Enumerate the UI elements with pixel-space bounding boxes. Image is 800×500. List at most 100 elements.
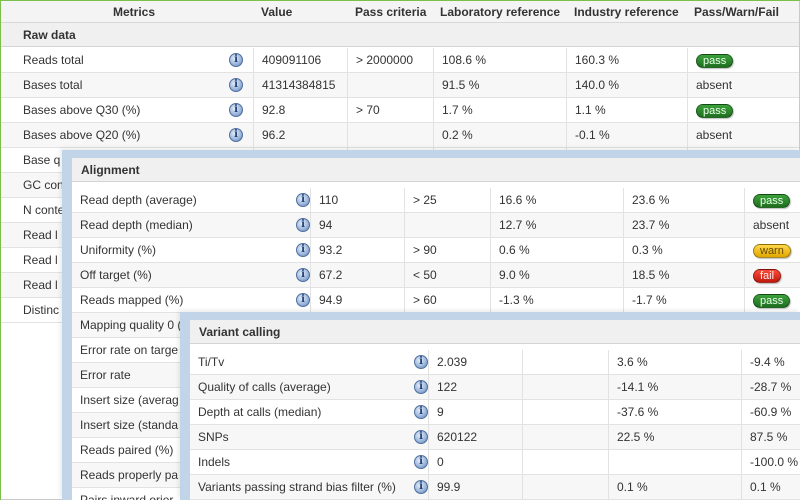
- metric-label: Insert size (averag: [80, 393, 179, 407]
- status-cell: absent: [687, 123, 799, 148]
- laboratory-reference: -14.1 %: [608, 375, 741, 400]
- column-pass-criteria[interactable]: Pass criteria: [355, 5, 427, 19]
- pass-criteria: [522, 375, 608, 400]
- laboratory-reference: 16.6 %: [490, 188, 623, 213]
- info-icon[interactable]: i: [296, 268, 310, 282]
- status-text: absent: [696, 128, 733, 142]
- metric-value: 99.9: [428, 475, 522, 500]
- info-icon[interactable]: i: [414, 480, 428, 494]
- industry-reference: -1.7 %: [623, 288, 744, 313]
- laboratory-reference: 1.7 %: [433, 98, 566, 123]
- metric-label: Depth at calls (median): [198, 405, 322, 419]
- info-icon[interactable]: i: [229, 128, 243, 142]
- info-icon[interactable]: i: [296, 293, 310, 307]
- pass-criteria: > 90: [404, 238, 490, 263]
- metric-label: Bases above Q30 (%): [23, 103, 141, 117]
- table-row: Quality of calls (average) i 122 -14.1 % -28…: [190, 375, 800, 400]
- laboratory-reference: -37.6 %: [608, 400, 741, 425]
- metric-label: Bases above Q20 (%): [23, 128, 141, 142]
- industry-reference: -0.1 %: [566, 123, 687, 148]
- info-icon[interactable]: i: [296, 243, 310, 257]
- metric-label: Off target (%): [80, 268, 152, 282]
- status-cell: warn: [744, 238, 800, 263]
- info-icon[interactable]: i: [229, 78, 243, 92]
- table-row: Reads mapped (%) i 94.9 > 60 -1.3 % -1.7 % pas…: [72, 288, 800, 313]
- pass-criteria: > 25: [404, 188, 490, 213]
- industry-reference: -60.9 %: [741, 400, 800, 425]
- column-pass-warn-fail[interactable]: Pass/Warn/Fail: [694, 5, 779, 19]
- status-badge-pass: pass: [696, 103, 734, 118]
- metric-label: Distinc: [23, 303, 60, 317]
- table-row: Bases total i 41314384815 91.5 % 140.0 % abse…: [1, 73, 799, 98]
- laboratory-reference: 22.5 %: [608, 425, 741, 450]
- pass-criteria: > 2000000: [347, 48, 433, 73]
- laboratory-reference: 108.6 %: [433, 48, 566, 73]
- metric-label: Reads total: [23, 53, 84, 67]
- status-cell: pass: [744, 188, 800, 213]
- status-cell: fail: [744, 263, 800, 288]
- alignment-section-title: Alignment: [72, 158, 800, 182]
- metric-label: Variants passing strand bias filter (%): [198, 480, 396, 494]
- status-badge-warn: warn: [753, 243, 791, 258]
- info-icon[interactable]: i: [296, 218, 310, 232]
- pass-criteria: [347, 73, 433, 98]
- info-icon[interactable]: i: [414, 405, 428, 419]
- laboratory-reference: 0.6 %: [490, 238, 623, 263]
- laboratory-reference: 91.5 %: [433, 73, 566, 98]
- pass-criteria: [404, 213, 490, 238]
- table-row: SNPs i 620122 22.5 % 87.5 %: [190, 425, 800, 450]
- status-text: absent: [696, 78, 733, 92]
- table-row: Bases above Q20 (%) i 96.2 0.2 % -0.1 % absen…: [1, 123, 799, 148]
- table-row: Bases above Q30 (%) i 92.8 > 70 1.7 % 1.1 % pa…: [1, 98, 799, 123]
- metric-label: SNPs: [198, 430, 229, 444]
- industry-reference: 23.6 %: [623, 188, 744, 213]
- metric-value: 92.8: [253, 98, 347, 123]
- info-icon[interactable]: i: [414, 380, 428, 394]
- metric-label: Reads paired (%): [80, 443, 174, 457]
- info-icon[interactable]: i: [414, 455, 428, 469]
- metric-label: Ti/Tv: [198, 355, 225, 369]
- metric-value: 9: [428, 400, 522, 425]
- pass-criteria: [522, 400, 608, 425]
- metric-value: 96.2: [253, 123, 347, 148]
- info-icon[interactable]: i: [229, 103, 243, 117]
- metric-label: Uniformity (%): [80, 243, 157, 257]
- status-cell: pass: [744, 288, 800, 313]
- table-row: Read depth (median) i 94 12.7 % 23.7 % absent: [72, 213, 800, 238]
- info-icon[interactable]: i: [229, 53, 243, 67]
- metric-label: Insert size (standa: [80, 418, 179, 432]
- info-icon[interactable]: i: [296, 193, 310, 207]
- metric-label: Indels: [198, 455, 231, 469]
- status-cell: pass: [687, 98, 799, 123]
- laboratory-reference: 9.0 %: [490, 263, 623, 288]
- variant-calling-panel: Variant calling Ti/Tv i 2.039 3.6 % -9.4 % Qu…: [180, 312, 800, 500]
- status-cell: pass: [687, 48, 799, 73]
- metric-value: 2.039: [428, 350, 522, 375]
- column-laboratory-reference[interactable]: Laboratory reference: [440, 5, 561, 19]
- table-row: Depth at calls (median) i 9 -37.6 % -60.9 %: [190, 400, 800, 425]
- metric-label: Error rate: [80, 368, 131, 382]
- industry-reference: 87.5 %: [741, 425, 800, 450]
- table-row: Read depth (average) i 110 > 25 16.6 % 23.6 %…: [72, 188, 800, 213]
- column-metrics[interactable]: Metrics: [113, 5, 156, 19]
- laboratory-reference: 0.2 %: [433, 123, 566, 148]
- status-badge-pass: pass: [753, 193, 791, 208]
- info-icon[interactable]: i: [414, 430, 428, 444]
- metric-label: Reads mapped (%): [80, 293, 184, 307]
- metric-label: Quality of calls (average): [198, 380, 331, 394]
- laboratory-reference: 12.7 %: [490, 213, 623, 238]
- column-value[interactable]: Value: [261, 5, 293, 19]
- table-row: Uniformity (%) i 93.2 > 90 0.6 % 0.3 % warn: [72, 238, 800, 263]
- laboratory-reference: -1.3 %: [490, 288, 623, 313]
- metric-label: GC con: [23, 178, 64, 192]
- status-text: absent: [753, 218, 790, 232]
- metric-value: 110: [310, 188, 404, 213]
- metric-label: N conte: [23, 203, 65, 217]
- status-cell: absent: [687, 73, 799, 98]
- pass-criteria: < 50: [404, 263, 490, 288]
- industry-reference: 1.1 %: [566, 98, 687, 123]
- pass-criteria: [347, 123, 433, 148]
- info-icon[interactable]: i: [414, 355, 428, 369]
- metric-label: Pairs inward orier: [80, 493, 174, 500]
- column-industry-reference[interactable]: Industry reference: [574, 5, 679, 19]
